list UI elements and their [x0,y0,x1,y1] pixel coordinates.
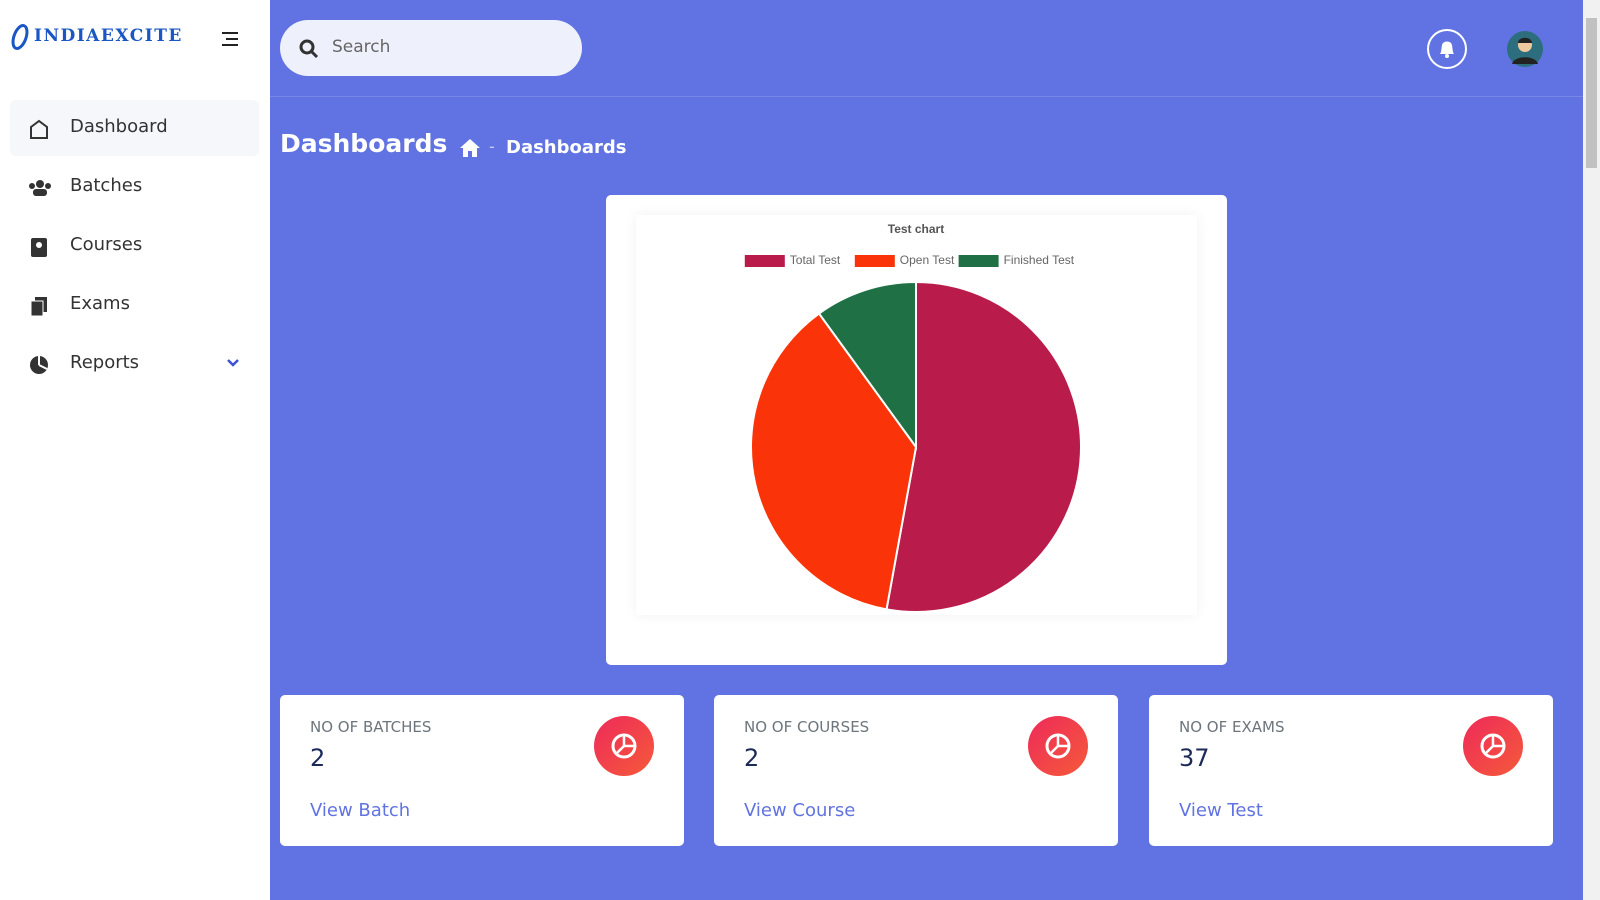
menu-label: Reports [70,352,140,373]
scrollbar-thumb[interactable] [1586,18,1597,168]
icon [30,119,48,139]
search-icon [299,39,319,59]
menu-item[interactable]: Reports [10,336,259,392]
legend-label: Open Test [900,253,955,267]
breadcrumb-separator: - [489,137,495,156]
menu-item[interactable]: Batches [10,159,259,215]
menu-label: Exams [70,293,130,314]
chevron [227,359,239,367]
icon [29,180,51,196]
stat-link[interactable]: View Course [744,800,856,821]
pie-slice [885,280,1082,613]
menu-label: Courses [70,234,143,255]
icon [30,297,47,317]
chart-card: Test chart Total Test Open Test Finished T… [606,195,1227,665]
chart-title: Test chart [888,222,944,236]
search-placeholder: Search [332,37,391,57]
stat-label: NO OF BATCHES [310,718,432,736]
menu-label: Dashboard [70,116,168,137]
menu-item[interactable]: Courses [10,218,259,274]
search-box[interactable]: Search [280,20,582,76]
pie-slice [817,280,917,451]
stat-value: 2 [744,744,760,772]
notification-bell[interactable] [1426,28,1468,70]
stat-card: NO OF BATCHES 2 View Batch [280,695,684,846]
stat-link[interactable]: View Test [1179,800,1263,821]
stat-link[interactable]: View Batch [310,800,411,821]
legend-label: Total Test [790,253,841,267]
legend-swatch [854,255,895,267]
brand: INDIAEXCITE [34,26,183,46]
brand-logo [11,24,29,50]
chart: Test chart Total Test Open Test Finished T… [636,215,1197,615]
user-avatar[interactable] [1506,30,1544,68]
scrollbar[interactable] [1583,0,1600,900]
icon [30,356,48,374]
stat-value: 37 [1179,744,1210,772]
stat-label: NO OF COURSES [744,718,870,736]
stat-icon [594,716,654,776]
stat-icon [1463,716,1523,776]
stat-label: NO OF EXAMS [1179,718,1285,736]
home-icon[interactable] [459,138,481,158]
stat-value: 2 [310,744,326,772]
menu-item[interactable]: Dashboard [10,100,259,156]
legend-swatch [958,255,999,267]
stat-card: NO OF COURSES 2 View Course [714,695,1118,846]
header-divider [270,96,1583,97]
stat-card: NO OF EXAMS 37 View Test [1149,695,1553,846]
pie-slice [750,312,918,611]
menu-toggle[interactable] [220,31,240,47]
page-title: Dashboards [280,129,448,158]
legend-swatch [744,255,785,267]
icon [31,238,47,257]
menu-item[interactable]: Exams [10,277,259,333]
menu-label: Batches [70,175,143,196]
sidebar: INDIAEXCITE Dashboard Batches Courses Ex… [0,0,270,900]
stat-icon [1028,716,1088,776]
legend-label: Finished Test [1004,253,1075,267]
breadcrumb[interactable]: Dashboards [506,137,627,158]
